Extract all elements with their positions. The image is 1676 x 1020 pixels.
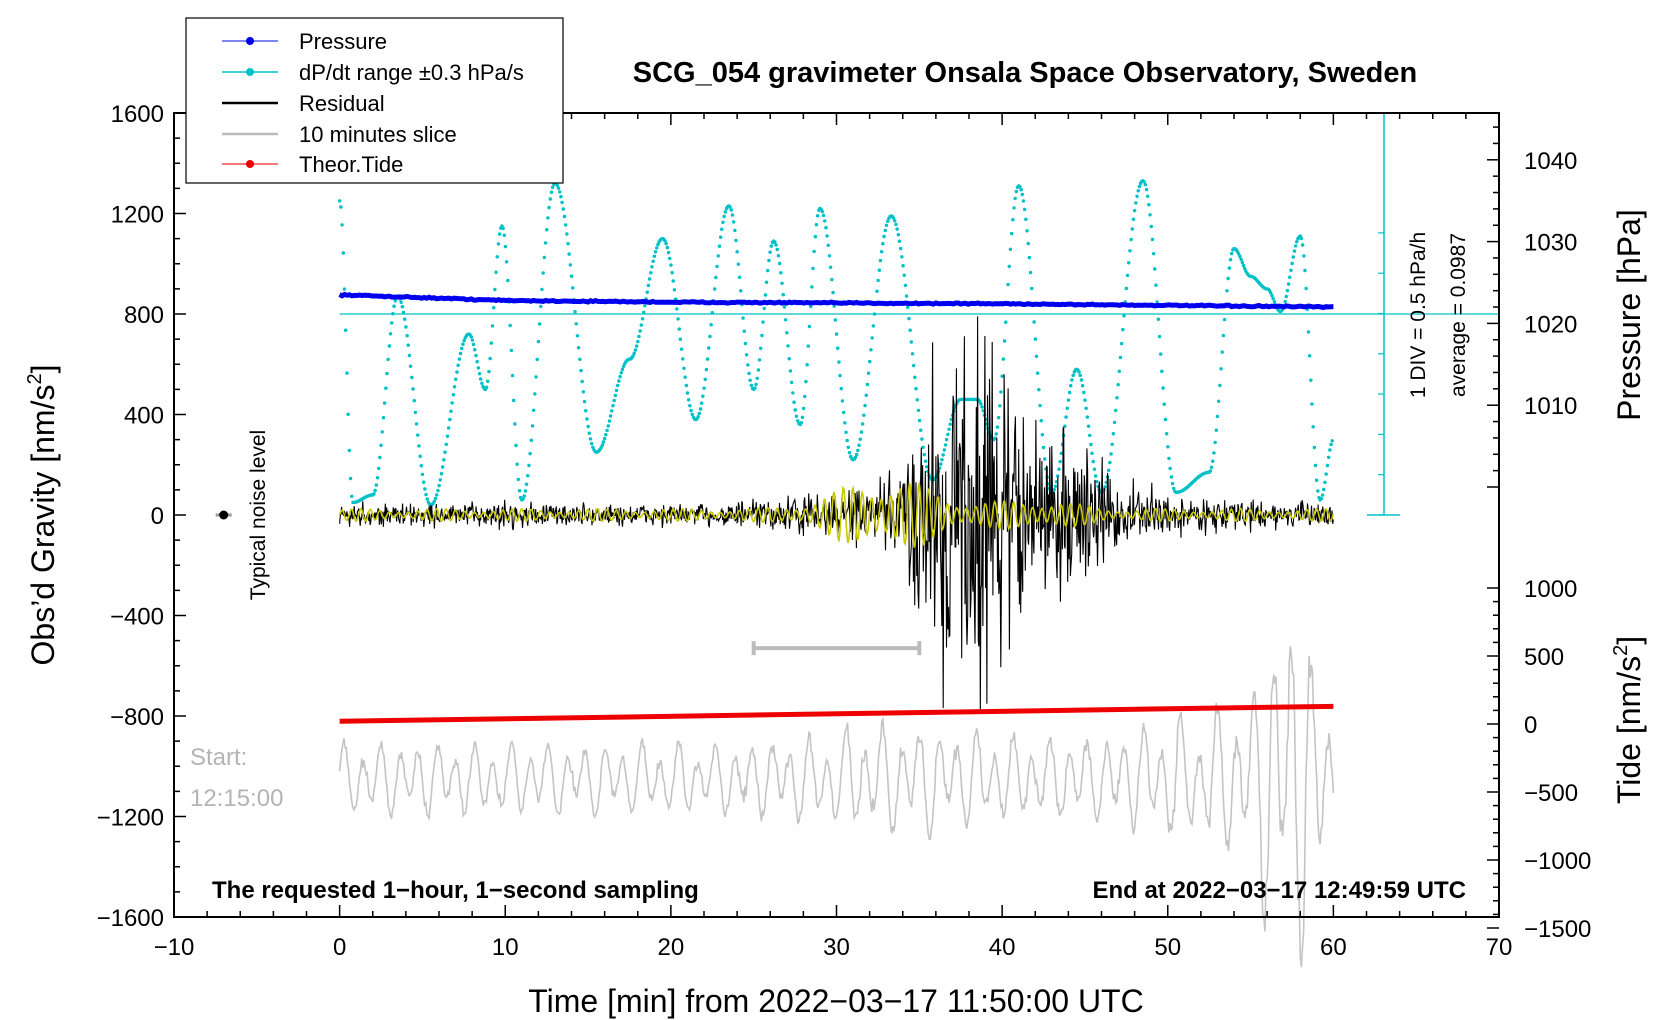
- y-tick-label: −1600: [97, 905, 164, 932]
- y-tick-label: −1200: [97, 805, 164, 832]
- x-axis-label: Time [min] from 2022−03−17 11:50:00 UTC: [528, 983, 1143, 1019]
- noise-marker: [219, 510, 229, 520]
- dpdt-trace: [337, 179, 1334, 507]
- x-tick-label: 60: [1320, 934, 1347, 961]
- legend-label-residual: Residual: [299, 91, 385, 116]
- y-tick-label: 400: [124, 403, 164, 430]
- div-label: 1 DIV = 0.5 hPa/h: [1407, 232, 1430, 398]
- tide-tick-label: 500: [1524, 644, 1564, 671]
- y-axis-label: Obs’d Gravity [nm/s2]: [24, 365, 61, 666]
- legend-label-dpdt: dP/dt range ±0.3 hPa/s: [299, 60, 524, 85]
- pressure-trace: [338, 291, 1334, 311]
- legend: Pressure dP/dt range ±0.3 hPa/s Residual…: [185, 17, 564, 184]
- filtered-trace: [338, 480, 1335, 548]
- pressure-tick-label: 1010: [1524, 393, 1577, 420]
- legend-label-pressure: Pressure: [299, 29, 387, 54]
- x-tick-label: 70: [1486, 934, 1513, 961]
- start-label: Start:: [190, 744, 247, 771]
- tide-axis-label: Tide [nm/s2]: [1610, 636, 1647, 804]
- start-time-label: 12:15:00: [190, 785, 283, 812]
- data-traces: [215, 113, 1499, 968]
- end-time-note: End at 2022−03−17 12:49:59 UTC: [1092, 877, 1466, 904]
- tide-tick-label: −500: [1524, 780, 1578, 807]
- tide-tick-label: −1000: [1524, 848, 1591, 875]
- x-tick-label: 40: [989, 934, 1016, 961]
- legend-label-slice: 10 minutes slice: [299, 122, 457, 147]
- axes: −10 0 10 20 30 40 50 60 70−1600−1200−800−4000400…: [97, 101, 1592, 961]
- x-tick-label: 10: [492, 934, 519, 961]
- x-tick-label: 20: [658, 934, 685, 961]
- pressure-tick-label: 1030: [1524, 230, 1577, 257]
- pressure-axis-label: Pressure [hPa]: [1611, 209, 1647, 421]
- slice-trace: [338, 646, 1335, 968]
- tide-tick-label: 0: [1524, 712, 1537, 739]
- pressure-tick-label: 1040: [1524, 148, 1577, 175]
- y-tick-label: −800: [110, 704, 164, 731]
- legend-marker-tide: [246, 160, 254, 168]
- tide-tick-label: 1000: [1524, 576, 1577, 603]
- tide-tick-label: −1500: [1524, 916, 1591, 943]
- x-tick-label: −10: [154, 934, 195, 961]
- x-tick-label: 0: [333, 934, 346, 961]
- x-tick-label: 30: [823, 934, 850, 961]
- y-tick-label: 1200: [111, 202, 164, 229]
- chart-title: SCG_054 gravimeter Onsala Space Observat…: [633, 57, 1417, 89]
- y-tick-label: 1600: [111, 101, 164, 128]
- legend-marker-pressure: [246, 37, 254, 45]
- sampling-note: The requested 1−hour, 1−second sampling: [212, 877, 699, 904]
- legend-marker-dpdt: [246, 68, 254, 76]
- tide-trace: [339, 703, 1334, 724]
- x-tick-label: 50: [1154, 934, 1181, 961]
- y-tick-label: 0: [151, 503, 164, 530]
- noise-level-label: Typical noise level: [247, 430, 270, 600]
- y-tick-label: −400: [110, 604, 164, 631]
- legend-box: [185, 17, 564, 184]
- y-tick-label: 800: [124, 302, 164, 329]
- pressure-tick-label: 1020: [1524, 311, 1577, 338]
- average-label: average = 0.0987: [1447, 233, 1470, 397]
- legend-label-tide: Theor.Tide: [299, 152, 403, 177]
